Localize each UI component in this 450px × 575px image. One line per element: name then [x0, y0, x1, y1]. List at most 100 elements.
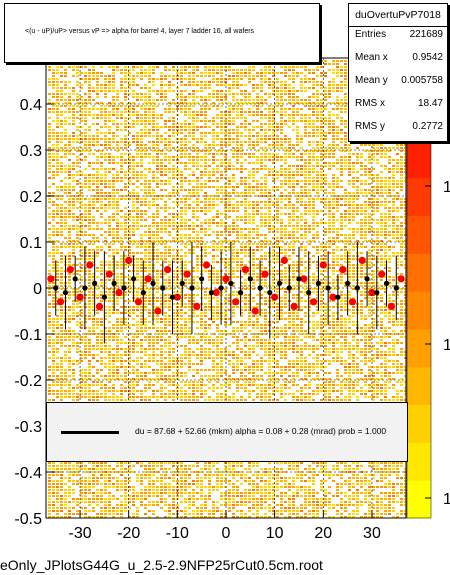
density-cell — [320, 255, 323, 257]
density-cell — [364, 195, 367, 197]
density-cell — [376, 198, 379, 200]
density-cell — [216, 81, 219, 83]
density-cell — [300, 225, 303, 227]
density-cell — [224, 138, 227, 140]
density-cell — [220, 138, 223, 140]
density-cell — [224, 231, 227, 233]
density-cell — [184, 237, 187, 239]
density-cell — [88, 288, 91, 290]
density-cell — [108, 117, 111, 119]
density-cell — [120, 123, 123, 125]
density-cell — [172, 261, 175, 263]
density-cell — [260, 240, 263, 242]
density-cell — [152, 66, 155, 68]
density-cell — [308, 174, 311, 176]
density-cell — [76, 117, 79, 119]
density-cell — [124, 219, 127, 221]
density-cell — [60, 207, 63, 209]
density-cell — [260, 207, 263, 209]
density-cell — [96, 240, 99, 242]
density-cell — [52, 81, 55, 83]
density-cell — [108, 243, 111, 245]
density-cell — [60, 123, 63, 125]
density-cell — [204, 288, 207, 290]
density-cell — [228, 279, 231, 281]
density-cell — [224, 222, 227, 224]
density-cell — [368, 141, 371, 143]
density-cell — [244, 201, 247, 203]
density-cell — [88, 114, 91, 116]
density-cell — [340, 258, 343, 260]
density-cell — [68, 258, 71, 260]
density-cell — [124, 189, 127, 191]
density-cell — [252, 129, 255, 131]
density-cell — [204, 198, 207, 200]
density-cell — [276, 156, 279, 158]
density-cell — [316, 198, 319, 200]
density-cell — [64, 75, 67, 77]
density-cell — [56, 102, 59, 104]
density-cell — [148, 192, 151, 194]
density-cell — [184, 228, 187, 230]
density-cell — [396, 186, 399, 188]
density-cell — [184, 129, 187, 131]
density-cell — [228, 84, 231, 86]
density-cell — [392, 234, 395, 236]
density-cell — [396, 231, 399, 233]
density-cell — [60, 285, 63, 287]
density-cell — [312, 129, 315, 131]
density-cell — [376, 207, 379, 209]
density-cell — [216, 234, 219, 236]
density-cell — [392, 186, 395, 188]
density-cell — [156, 210, 159, 212]
density-cell — [208, 222, 211, 224]
density-cell — [312, 108, 315, 110]
density-cell — [232, 285, 235, 287]
density-cell — [320, 84, 323, 86]
density-cell — [96, 288, 99, 290]
density-cell — [236, 240, 239, 242]
density-cell — [140, 78, 143, 80]
density-cell — [124, 138, 127, 140]
density-cell — [88, 258, 91, 260]
density-cell — [112, 180, 115, 182]
density-cell — [308, 105, 311, 107]
density-cell — [164, 282, 167, 284]
density-cell — [160, 75, 163, 77]
density-cell — [52, 120, 55, 122]
density-cell — [292, 231, 295, 233]
density-cell — [140, 246, 143, 248]
density-cell — [280, 273, 283, 275]
density-cell — [396, 207, 399, 209]
density-cell — [240, 249, 243, 251]
density-cell — [252, 222, 255, 224]
density-cell — [232, 219, 235, 221]
density-cell — [112, 288, 115, 290]
density-cell — [328, 165, 331, 167]
density-cell — [236, 93, 239, 95]
density-cell — [300, 165, 303, 167]
density-cell — [328, 207, 331, 209]
density-cell — [320, 285, 323, 287]
density-cell — [184, 114, 187, 116]
density-cell — [168, 108, 171, 110]
density-cell — [372, 285, 375, 287]
density-cell — [176, 240, 179, 242]
density-cell — [368, 267, 371, 269]
density-cell — [400, 228, 403, 230]
density-cell — [96, 96, 99, 98]
density-cell — [332, 204, 335, 206]
density-cell — [140, 156, 143, 158]
density-cell — [132, 183, 135, 185]
density-cell — [332, 150, 335, 152]
density-cell — [328, 225, 331, 227]
density-cell — [336, 210, 339, 212]
density-cell — [272, 195, 275, 197]
density-cell — [56, 69, 59, 71]
density-cell — [252, 153, 255, 155]
density-cell — [56, 222, 59, 224]
density-cell — [128, 126, 131, 128]
density-cell — [188, 132, 191, 134]
density-cell — [296, 150, 299, 152]
density-cell — [200, 72, 203, 74]
